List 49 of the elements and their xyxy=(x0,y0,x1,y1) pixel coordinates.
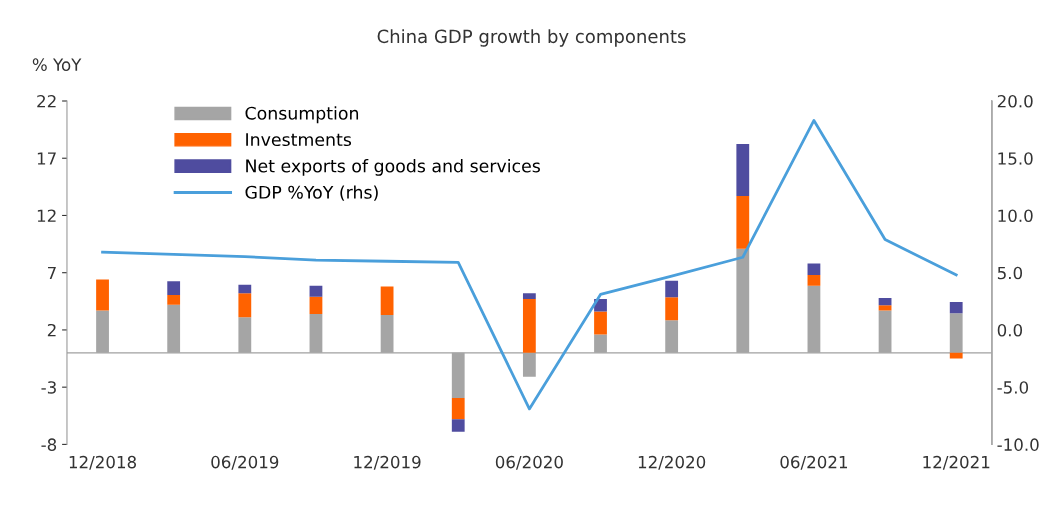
y2-tick-label: -5.0 xyxy=(997,381,1029,394)
legend-label: Net exports of goods and services xyxy=(246,159,540,176)
y2-tick-label: 20.0 xyxy=(997,94,1033,108)
bar xyxy=(736,143,750,197)
y2-tick-label: -10.0 xyxy=(997,438,1039,451)
bar xyxy=(594,311,607,335)
y2-tick-label: 5.0 xyxy=(997,266,1023,280)
legend-label: GDP %YoY (rhs) xyxy=(245,185,378,201)
y-axis-title: % YoY xyxy=(32,58,82,71)
y-tick-label: 12 xyxy=(37,209,56,222)
y-tick-label: 22 xyxy=(37,94,56,108)
bar xyxy=(665,297,679,321)
y-tick-label: 17 xyxy=(37,152,56,165)
y-tick-label: -3 xyxy=(41,381,56,394)
bar xyxy=(949,301,963,314)
y-tick-label: -8 xyxy=(41,438,57,451)
bar xyxy=(451,419,465,432)
x-tick-label: 06/2020 xyxy=(495,455,563,470)
x-tick-label: 12/2021 xyxy=(923,455,990,470)
x-tick-label: 06/2021 xyxy=(780,455,848,470)
bar xyxy=(380,286,394,316)
bar xyxy=(736,196,750,249)
y-tick-label: 7 xyxy=(48,266,56,280)
bar xyxy=(238,284,252,294)
x-tick-label: 06/2019 xyxy=(211,455,279,470)
bar xyxy=(451,398,465,420)
x-tick-label: 12/2020 xyxy=(638,455,706,470)
y2-tick-label: 15.0 xyxy=(998,152,1033,165)
bar xyxy=(949,352,963,359)
chart-title: China GDP growth by components xyxy=(377,29,686,47)
bar xyxy=(522,293,536,300)
x-tick-label: 12/2019 xyxy=(354,455,421,470)
bar xyxy=(309,296,323,314)
bar xyxy=(807,274,821,286)
y-tick-label: 2 xyxy=(47,323,56,337)
x-tick-label: 12/2018 xyxy=(69,455,137,470)
bar xyxy=(807,263,821,275)
bar xyxy=(522,299,536,353)
bar xyxy=(878,305,892,311)
bar xyxy=(96,279,109,311)
legend-label: Consumption xyxy=(245,106,359,124)
bar xyxy=(167,295,181,305)
legend-label: Investments xyxy=(246,133,352,147)
bar xyxy=(167,281,181,296)
bar xyxy=(309,285,323,297)
y2-tick-label: 10.0 xyxy=(998,209,1033,223)
bar xyxy=(665,280,679,298)
y2-tick-label: 0.0 xyxy=(997,323,1023,337)
bar xyxy=(238,293,252,318)
